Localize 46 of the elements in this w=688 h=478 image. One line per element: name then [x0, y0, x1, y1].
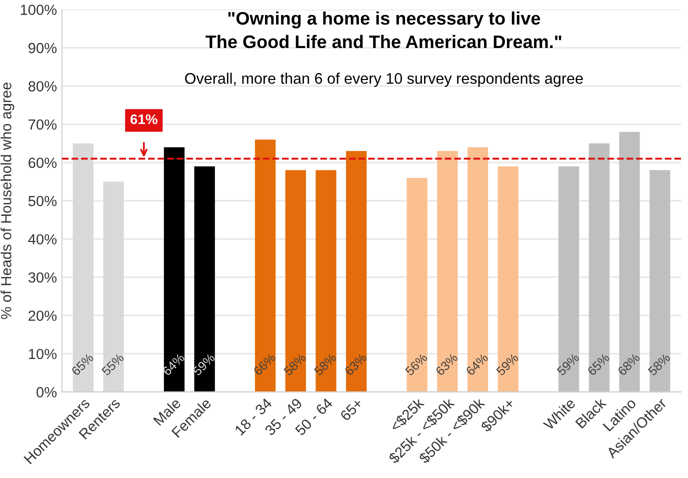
bar	[558, 166, 580, 392]
data-label: 63%	[344, 352, 368, 376]
bar	[285, 170, 306, 392]
bar	[254, 140, 276, 392]
y-tick-label: 0%	[36, 387, 57, 398]
bar	[588, 143, 610, 392]
y-tick-label: 10%	[28, 348, 57, 360]
y-tick-label: 20%	[28, 310, 57, 321]
data-label: 55%	[101, 352, 124, 376]
text: "Owning a home is necessary to live The Good Life and The American Dream."	[206, 11, 562, 48]
data-label: 63%	[435, 352, 458, 376]
bar	[406, 178, 428, 392]
y-tick-label: 40%	[28, 234, 57, 244]
bar	[164, 147, 185, 392]
data-label: 59%	[192, 352, 216, 376]
y-tick-label: 30%	[28, 272, 57, 283]
data-label: 64%	[465, 352, 489, 376]
bar	[346, 151, 367, 392]
bar	[498, 166, 518, 392]
text: Overall, more than 6 of every 10 survey respondents agree	[185, 72, 583, 87]
y-tick-label: 80%	[28, 81, 57, 92]
bar	[437, 151, 458, 392]
bar	[194, 166, 215, 392]
y-tick-label: 60%	[28, 158, 57, 168]
data-label: 59%	[556, 352, 580, 376]
bar	[467, 147, 488, 392]
data-label: 58%	[283, 352, 307, 376]
y-tick-label: 100%	[20, 4, 57, 15]
y-tick-label: 50%	[28, 196, 57, 206]
x-tick-label: 65+	[340, 398, 364, 422]
data-label: 65%	[70, 352, 94, 376]
bar	[650, 170, 670, 392]
bar	[316, 170, 336, 392]
data-label: 66%	[253, 352, 276, 376]
data-label: 59%	[496, 352, 520, 376]
data-label: 58%	[647, 352, 671, 376]
data-label: 64%	[162, 352, 186, 376]
data-label: 58%	[314, 352, 337, 376]
ref-line-label: 61%	[130, 114, 158, 124]
y-tick-label: 70%	[28, 119, 57, 130]
y-axis-title: % of Heads of Household who agree	[0, 82, 14, 319]
data-label: 56%	[404, 352, 428, 376]
bar	[619, 132, 640, 392]
data-label: 65%	[586, 352, 610, 376]
y-tick-label: 90%	[28, 42, 57, 54]
data-label: 68%	[617, 352, 640, 376]
